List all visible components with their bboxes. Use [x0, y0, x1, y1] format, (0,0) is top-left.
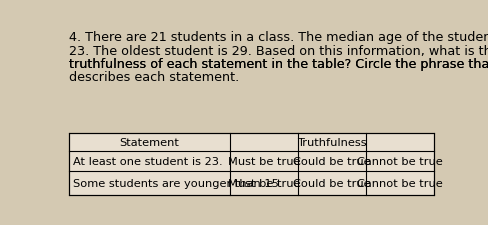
Text: Must be true: Must be true: [227, 157, 299, 167]
Text: truthfulness of each statement in the table? Circle the phrase that best: truthfulness of each statement in the ta…: [68, 57, 488, 70]
Text: 23. The oldest student is 29. Based on this information, what is the: 23. The oldest student is 29. Based on t…: [68, 44, 488, 57]
Text: Could be true: Could be true: [293, 157, 370, 167]
Text: At least one student is 23.: At least one student is 23.: [73, 157, 223, 167]
Bar: [68, 134, 433, 195]
Text: truthfulness of each statement in the table? Circle the phrase that best: truthfulness of each statement in the ta…: [0, 224, 1, 225]
Text: Cannot be true: Cannot be true: [357, 178, 442, 188]
Text: 4. There are 21 students in a class. The median age of the students is: 4. There are 21 students in a class. The…: [68, 31, 488, 44]
Text: Cannot be true: Cannot be true: [357, 157, 442, 167]
Text: Truthfulness: Truthfulness: [297, 138, 366, 148]
Text: truthfulness of each statement in the table? Circle the phrase that: truthfulness of each statement in the ta…: [68, 57, 488, 70]
Text: describes each statement.: describes each statement.: [68, 70, 239, 83]
Text: Must be true: Must be true: [227, 178, 299, 188]
Text: Could be true: Could be true: [293, 178, 370, 188]
Text: Statement: Statement: [119, 138, 179, 148]
Text: Some students are younger than 15.: Some students are younger than 15.: [73, 178, 282, 188]
